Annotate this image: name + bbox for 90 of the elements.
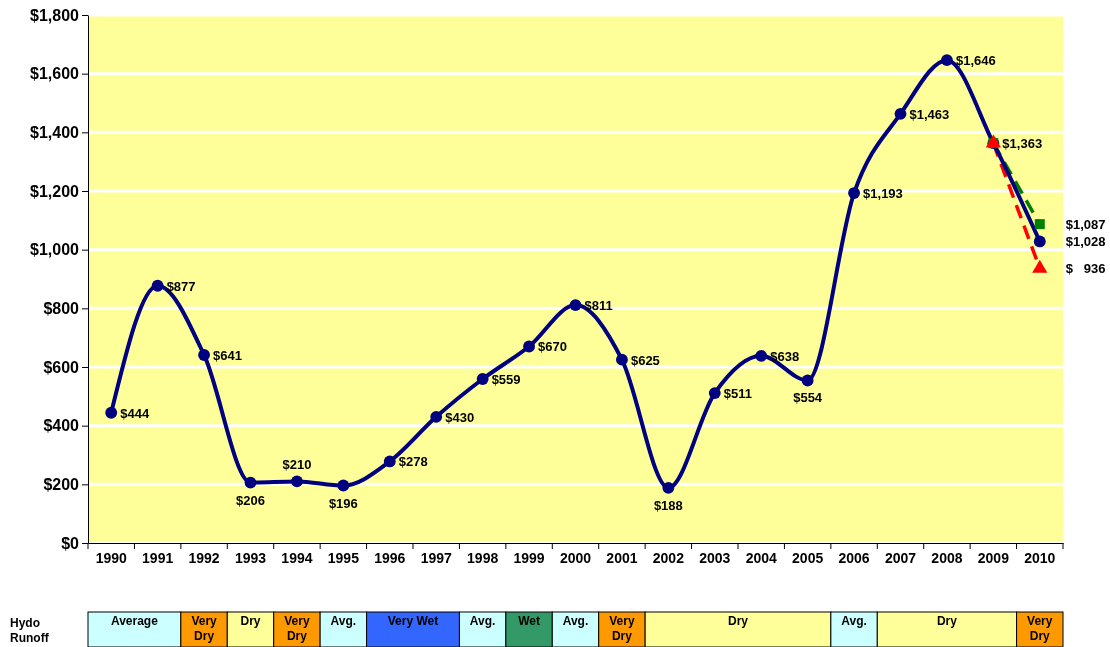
- point: [244, 476, 257, 489]
- data-label: $444: [120, 405, 150, 421]
- point: [662, 481, 675, 494]
- data-label: $811: [584, 298, 613, 314]
- data-label: $641: [213, 347, 242, 363]
- x-tick-label: 2009: [977, 549, 1010, 566]
- y-tick-label: $600: [43, 358, 80, 376]
- point: [801, 374, 814, 387]
- x-tick-label: 1993: [234, 549, 267, 566]
- data-label: $670: [538, 339, 567, 355]
- data-label: $625: [630, 352, 660, 368]
- x-tick-label: 2007: [884, 549, 917, 566]
- data-label: $196: [328, 495, 358, 511]
- point: [430, 410, 443, 423]
- data-label: $188: [653, 497, 683, 513]
- data-label: $511: [723, 386, 752, 402]
- point: [616, 353, 628, 366]
- category-label: Very Wet: [387, 614, 439, 628]
- point: [383, 455, 396, 468]
- data-label: $1,193: [863, 186, 903, 202]
- x-tick-label: 1996: [374, 549, 406, 566]
- y-tick-label: $1,800: [30, 6, 80, 24]
- x-tick-label: 2002: [652, 549, 685, 566]
- point: [755, 349, 768, 362]
- data-label: $210: [282, 457, 312, 473]
- data-label: $206: [236, 492, 265, 508]
- data-label: $877: [166, 278, 196, 294]
- data-label: $278: [398, 454, 428, 470]
- x-tick-label: 2001: [606, 549, 638, 566]
- point: [337, 479, 350, 492]
- y-tick-label: $1,200: [30, 182, 80, 200]
- x-tick-label: 1991: [142, 549, 174, 566]
- data-label: $1,463: [909, 106, 950, 122]
- point: [151, 279, 164, 292]
- category-label: Dry: [727, 614, 749, 628]
- category-label: Very Dry: [191, 614, 218, 643]
- x-tick-label: 1992: [188, 549, 220, 566]
- category-label: Dry: [240, 614, 261, 628]
- point: [476, 373, 489, 385]
- point: [569, 299, 582, 312]
- x-tick-label: 1999: [513, 549, 545, 566]
- data-label: $1,087: [1065, 217, 1106, 233]
- point: [848, 187, 860, 199]
- category-label: Very Dry: [609, 614, 635, 643]
- point: [523, 340, 535, 353]
- category-label: Very Dry: [1027, 614, 1053, 643]
- x-tick-label: 2003: [699, 549, 731, 566]
- x-tick-label: 1998: [467, 549, 499, 566]
- y-tick-label: $1,400: [30, 123, 80, 141]
- category-label: Dry: [936, 614, 958, 628]
- x-tick-label: 2004: [745, 549, 777, 566]
- data-label: $ 936: [1065, 261, 1106, 277]
- y-tick-label: $800: [43, 299, 80, 317]
- point: [941, 54, 953, 67]
- data-label: $1,646: [955, 53, 996, 69]
- y-tick-label: $200: [43, 475, 80, 493]
- x-tick-label: 2005: [792, 549, 824, 566]
- point: [1033, 235, 1046, 248]
- point: [291, 475, 303, 488]
- point: [1034, 219, 1045, 230]
- x-tick-label: 2010: [1024, 549, 1056, 566]
- category-label: Very Dry: [284, 614, 310, 643]
- y-tick-label: $0: [61, 534, 80, 552]
- data-label: $638: [770, 348, 800, 364]
- category-label: Avg.: [841, 614, 867, 628]
- data-label: $554: [793, 390, 823, 406]
- y-tick-label: $400: [43, 417, 80, 435]
- x-tick-label: 1997: [420, 549, 452, 566]
- data-label: $1,028: [1065, 234, 1106, 250]
- category-label: Avg.: [562, 614, 589, 628]
- point: [708, 387, 721, 400]
- y-tick-label: $1,600: [30, 65, 80, 83]
- data-label: $1,363: [1002, 136, 1043, 152]
- x-tick-label: 2000: [559, 549, 592, 566]
- text: Hydo Runoff: [10, 616, 50, 645]
- category-label: Avg.: [469, 614, 496, 628]
- category-label: Average: [110, 614, 159, 628]
- point: [198, 349, 210, 361]
- category-label: Wet: [518, 614, 540, 628]
- data-label: $559: [491, 372, 521, 388]
- x-tick-label: 1990: [95, 549, 127, 566]
- category-label: Avg.: [330, 614, 357, 628]
- x-tick-label: 2008: [931, 549, 963, 566]
- point: [894, 107, 907, 120]
- data-label: $430: [445, 409, 475, 425]
- x-tick-label: 1995: [327, 549, 360, 566]
- x-tick-label: 2006: [838, 549, 870, 566]
- point: [105, 406, 118, 419]
- x-tick-label: 1994: [281, 549, 313, 566]
- y-tick-label: $1,000: [30, 241, 80, 259]
